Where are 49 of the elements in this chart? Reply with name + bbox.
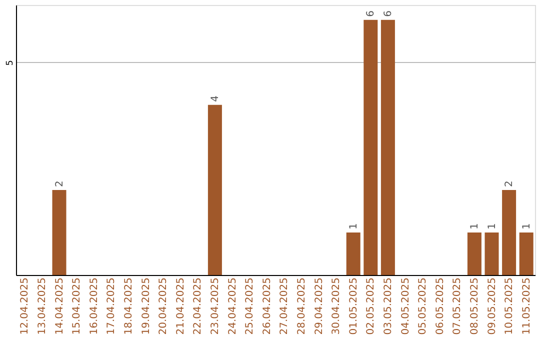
- x-tick-label: 21.04.2025: [175, 278, 186, 335]
- bar: [380, 20, 395, 275]
- x-tick-label: 27.04.2025: [279, 278, 290, 335]
- x-tick-label: 22.04.2025: [192, 278, 204, 335]
- data-label: 1: [521, 223, 532, 230]
- x-tick-label: 18.04.2025: [123, 278, 134, 335]
- x-tick-label: 30.04.2025: [331, 278, 342, 335]
- x-tick-label: 16.04.2025: [88, 278, 100, 335]
- bar: [52, 190, 66, 275]
- x-tick-label: 03.05.2025: [382, 278, 394, 335]
- x-tick-label: 05.05.2025: [418, 278, 429, 335]
- x-tick-label: 07.05.2025: [452, 278, 464, 335]
- x-tick-label: 08.05.2025: [469, 278, 480, 335]
- x-tick-label: 13.04.2025: [36, 278, 48, 335]
- x-tick-label: 04.05.2025: [400, 278, 412, 335]
- bar: [364, 20, 378, 275]
- x-tick-label: 09.05.2025: [486, 278, 498, 335]
- x-tick-label: 12.04.2025: [20, 278, 31, 335]
- bar: [467, 232, 482, 275]
- x-tick-label: 26.04.2025: [262, 278, 273, 335]
- data-label: 1: [348, 223, 360, 230]
- bar: [502, 190, 516, 275]
- x-tick-label: 10.05.2025: [504, 278, 516, 335]
- data-label: 1: [486, 223, 498, 230]
- x-tick-label: 19.04.2025: [140, 278, 152, 335]
- x-tick-label: 25.04.2025: [244, 278, 256, 335]
- bar: [484, 232, 499, 275]
- data-label: 1: [469, 223, 480, 230]
- x-tick-label: 06.05.2025: [434, 278, 446, 335]
- x-tick-label: 29.04.2025: [314, 278, 325, 335]
- x-tick-label: 14.04.2025: [54, 278, 66, 335]
- data-label: 2: [504, 180, 516, 187]
- x-tick-label: 01.05.2025: [348, 278, 360, 335]
- data-label: 6: [366, 10, 377, 17]
- data-label: 2: [54, 180, 66, 187]
- x-tick-label: 28.04.2025: [296, 278, 308, 335]
- x-tick-label: 17.04.2025: [106, 278, 118, 335]
- bar: [208, 104, 222, 275]
- x-tick-label: 20.04.2025: [158, 278, 170, 335]
- x-tick-label: 15.04.2025: [72, 278, 83, 335]
- bar: [519, 232, 534, 275]
- y-tick-label: 5: [6, 60, 16, 66]
- bar: [346, 232, 360, 275]
- data-label: 6: [382, 10, 394, 17]
- x-tick-label: 02.05.2025: [366, 278, 377, 335]
- data-label: 4: [210, 96, 221, 102]
- x-tick-label: 24.04.2025: [227, 278, 238, 335]
- x-tick-label: 23.04.2025: [210, 278, 221, 335]
- x-tick-label: 11.05.2025: [521, 278, 532, 335]
